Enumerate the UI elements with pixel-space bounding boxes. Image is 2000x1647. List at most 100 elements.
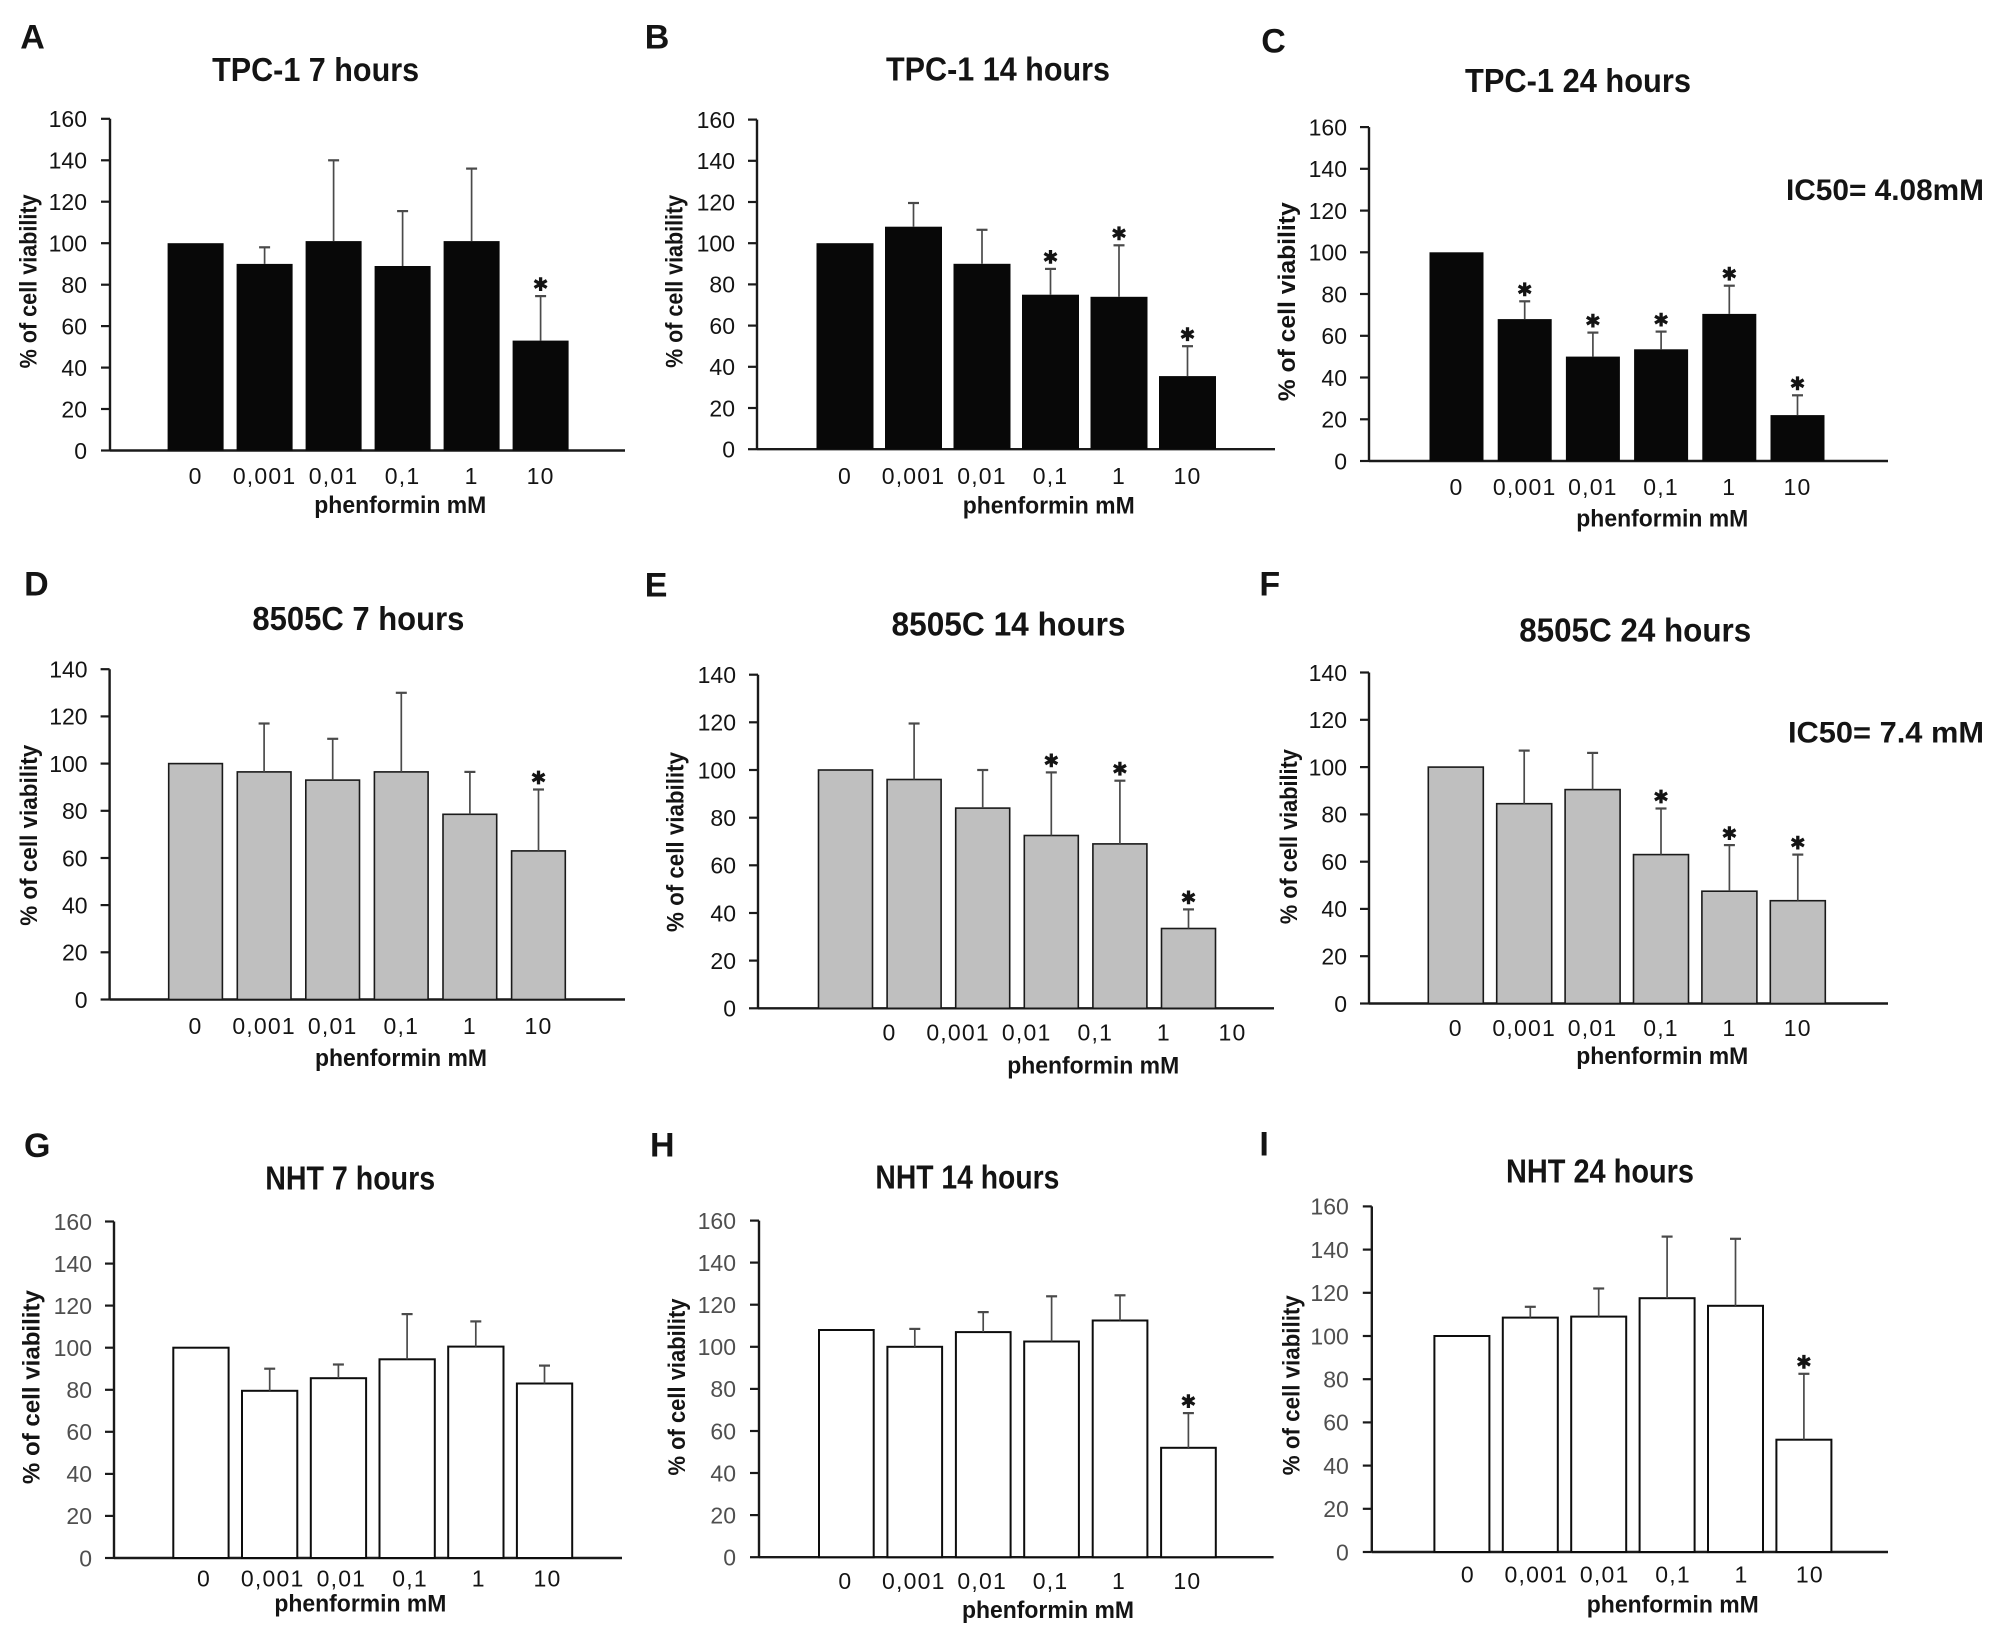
svg-text:0,01: 0,01 <box>957 463 1007 489</box>
svg-text:160: 160 <box>698 1208 736 1234</box>
svg-text:0: 0 <box>838 1568 852 1594</box>
svg-text:1: 1 <box>472 1566 486 1592</box>
svg-text:40: 40 <box>66 1461 92 1487</box>
svg-text:1: 1 <box>1722 474 1736 500</box>
svg-text:60: 60 <box>61 313 87 339</box>
svg-text:120: 120 <box>698 710 736 736</box>
svg-text:0,001: 0,001 <box>882 1568 946 1594</box>
svg-text:% of cell viability: % of cell viability <box>19 1289 46 1484</box>
svg-text:TPC-1 24 hours: TPC-1 24 hours <box>1465 62 1691 99</box>
svg-text:% of cell viability: % of cell viability <box>16 744 43 926</box>
svg-text:40: 40 <box>1323 1453 1349 1479</box>
svg-text:80: 80 <box>61 272 87 298</box>
svg-text:0,001: 0,001 <box>882 463 946 489</box>
svg-text:phenformin mM: phenformin mM <box>1587 1591 1759 1618</box>
svg-text:140: 140 <box>1309 156 1347 182</box>
svg-text:0,01: 0,01 <box>317 1566 367 1592</box>
svg-text:80: 80 <box>1323 1367 1349 1393</box>
svg-text:100: 100 <box>49 751 87 777</box>
svg-text:10: 10 <box>534 1566 562 1592</box>
svg-text:140: 140 <box>698 662 736 688</box>
svg-text:100: 100 <box>1310 1323 1348 1349</box>
svg-text:1: 1 <box>463 1013 477 1039</box>
svg-text:140: 140 <box>54 1251 92 1277</box>
svg-text:I: I <box>1259 1126 1268 1164</box>
svg-text:0: 0 <box>189 1013 203 1039</box>
svg-text:10: 10 <box>1219 1020 1247 1046</box>
svg-text:60: 60 <box>709 313 735 339</box>
svg-text:40: 40 <box>61 355 87 381</box>
svg-text:20: 20 <box>61 396 87 422</box>
svg-text:100: 100 <box>1309 754 1347 780</box>
svg-text:10: 10 <box>1796 1562 1824 1588</box>
svg-text:0,01: 0,01 <box>1580 1562 1630 1588</box>
svg-text:0: 0 <box>1450 474 1464 500</box>
svg-text:80: 80 <box>710 805 736 831</box>
svg-text:100: 100 <box>49 231 87 257</box>
svg-text:60: 60 <box>710 853 736 879</box>
svg-text:160: 160 <box>1310 1194 1348 1220</box>
svg-text:0: 0 <box>838 463 852 489</box>
svg-text:% of cell viability: % of cell viability <box>16 194 43 369</box>
svg-text:0,001: 0,001 <box>1505 1562 1569 1588</box>
svg-text:60: 60 <box>62 845 88 871</box>
svg-text:G: G <box>24 1127 50 1165</box>
svg-text:60: 60 <box>1321 323 1347 349</box>
svg-text:60: 60 <box>1323 1410 1349 1436</box>
svg-text:10: 10 <box>1784 1015 1812 1041</box>
svg-text:phenformin mM: phenformin mM <box>315 1045 487 1072</box>
svg-text:140: 140 <box>1310 1237 1348 1263</box>
svg-text:80: 80 <box>62 798 88 824</box>
svg-text:0,01: 0,01 <box>1002 1020 1052 1046</box>
svg-text:140: 140 <box>698 1250 736 1276</box>
svg-text:E: E <box>645 566 668 604</box>
svg-text:20: 20 <box>710 948 736 974</box>
svg-text:phenformin mM: phenformin mM <box>314 492 486 519</box>
svg-text:1: 1 <box>1157 1020 1171 1046</box>
svg-text:0: 0 <box>722 437 735 463</box>
svg-text:% of cell viability: % of cell viability <box>1274 202 1301 402</box>
svg-text:0,1: 0,1 <box>384 1013 420 1039</box>
svg-text:0,1: 0,1 <box>1033 463 1069 489</box>
svg-text:40: 40 <box>62 892 88 918</box>
svg-text:TPC-1 7 hours: TPC-1 7 hours <box>212 51 419 88</box>
svg-text:0: 0 <box>74 438 87 464</box>
svg-text:1: 1 <box>1722 1015 1736 1041</box>
svg-text:IC50= 7.4 mM: IC50= 7.4 mM <box>1788 716 1984 749</box>
svg-text:40: 40 <box>709 354 735 380</box>
svg-text:0,1: 0,1 <box>1033 1568 1069 1594</box>
svg-text:160: 160 <box>49 106 87 132</box>
svg-text:160: 160 <box>1309 114 1347 140</box>
svg-text:0,1: 0,1 <box>1643 1015 1679 1041</box>
svg-text:8505C 14 hours: 8505C 14 hours <box>892 605 1126 642</box>
svg-text:0: 0 <box>197 1566 211 1592</box>
svg-text:10: 10 <box>1174 463 1202 489</box>
svg-text:1: 1 <box>1112 463 1126 489</box>
svg-text:0,001: 0,001 <box>926 1020 990 1046</box>
svg-text:120: 120 <box>49 189 87 215</box>
svg-text:140: 140 <box>1309 660 1347 686</box>
svg-text:A: A <box>20 18 45 56</box>
svg-text:0,01: 0,01 <box>1568 474 1618 500</box>
svg-text:0: 0 <box>723 996 736 1022</box>
svg-text:% of cell viability: % of cell viability <box>663 751 690 932</box>
svg-text:0: 0 <box>1336 1539 1349 1565</box>
svg-text:80: 80 <box>66 1377 92 1403</box>
svg-text:0: 0 <box>723 1545 736 1571</box>
svg-text:100: 100 <box>698 757 736 783</box>
svg-text:8505C 24 hours: 8505C 24 hours <box>1519 612 1751 649</box>
svg-text:0,01: 0,01 <box>309 463 359 489</box>
svg-text:NHT 7 hours: NHT 7 hours <box>265 1160 435 1197</box>
svg-text:60: 60 <box>710 1418 736 1444</box>
svg-text:% of cell viability: % of cell viability <box>664 1298 691 1476</box>
svg-text:40: 40 <box>710 1460 736 1486</box>
svg-text:20: 20 <box>62 940 88 966</box>
svg-text:0: 0 <box>79 1545 92 1571</box>
svg-text:0,01: 0,01 <box>1568 1015 1618 1041</box>
svg-text:100: 100 <box>1309 240 1347 266</box>
svg-text:0: 0 <box>1461 1562 1475 1588</box>
svg-text:20: 20 <box>66 1503 92 1529</box>
svg-text:120: 120 <box>697 189 735 215</box>
svg-text:60: 60 <box>66 1419 92 1445</box>
svg-text:TPC-1 14 hours: TPC-1 14 hours <box>886 51 1110 88</box>
